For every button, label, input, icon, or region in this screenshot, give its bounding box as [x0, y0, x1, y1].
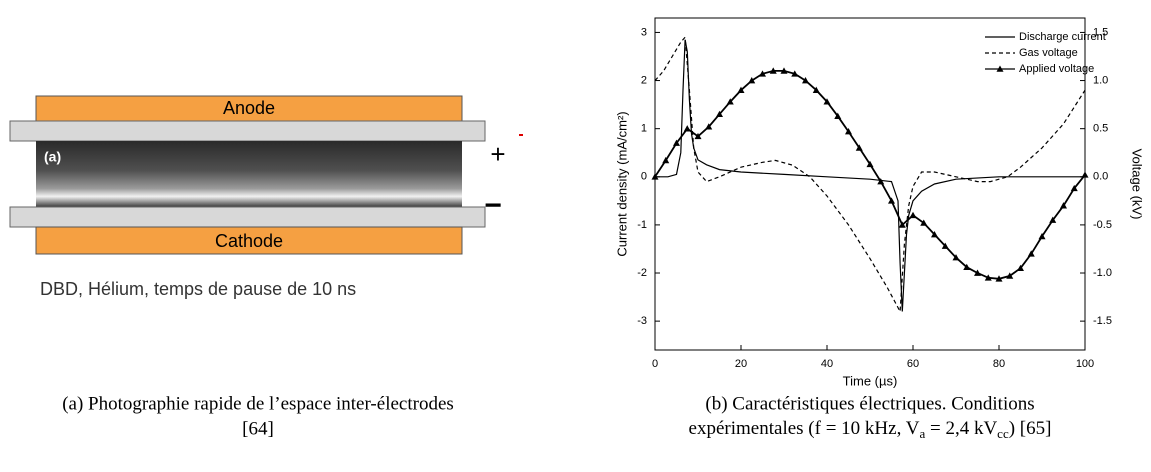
- anode-plate: [35, 95, 463, 122]
- caption-b: expérimentales (f = 10 kHz, Va = 2,4 kVc…: [689, 418, 1052, 441]
- plus-sign: +: [490, 139, 505, 169]
- data-point: [941, 242, 949, 249]
- series-line: [654, 70, 1086, 280]
- legend-label: Discharge current: [1019, 31, 1106, 43]
- y2-tick-label: -0.5: [1093, 219, 1112, 231]
- data-point: [888, 197, 895, 204]
- x-tick-label: 40: [821, 358, 833, 370]
- data-point: [662, 156, 670, 164]
- dielectric-bottom: [9, 206, 486, 228]
- data-point: [705, 123, 713, 130]
- cathode-label: Cathode: [215, 231, 283, 251]
- figure-a-description: DBD, Hélium, temps de pause de 10 ns: [40, 279, 356, 299]
- data-point: [802, 77, 809, 84]
- data-point: [683, 125, 691, 132]
- y2-tick-label: -1.0: [1093, 267, 1112, 279]
- data-point: [769, 67, 777, 74]
- caption-b: (b) Caractéristiques électriques. Condit…: [705, 393, 1034, 414]
- data-point: [1049, 216, 1057, 223]
- x-tick-label: 100: [1076, 358, 1094, 370]
- data-point: [974, 269, 981, 276]
- y2-tick-label: -1.5: [1093, 315, 1112, 327]
- series-line: [654, 35, 1086, 314]
- x-tick-label: 0: [652, 358, 658, 370]
- data-point: [651, 173, 659, 180]
- data-point: [845, 128, 852, 135]
- legend-label: Gas voltage: [1019, 47, 1078, 59]
- data-point: [1070, 184, 1078, 192]
- data-point: [694, 132, 702, 140]
- data-point: [1027, 250, 1035, 257]
- data-point: [780, 67, 788, 74]
- x-tick-label: 20: [735, 358, 747, 370]
- data-point: [791, 70, 799, 77]
- data-point: [995, 275, 1003, 282]
- series-line: [655, 39, 1085, 312]
- anode-label: Anode: [223, 98, 275, 118]
- data-point: [855, 144, 863, 151]
- photo-label: (a): [44, 149, 61, 165]
- legend-marker: [996, 65, 1004, 72]
- data-point: [866, 160, 874, 168]
- data-point: [1017, 264, 1024, 272]
- y2-tick-label: 1.0: [1093, 74, 1108, 86]
- data-point: [898, 221, 906, 228]
- data-point: [716, 110, 723, 118]
- y-tick-label: 2: [641, 74, 647, 86]
- dielectric-top: [9, 120, 486, 142]
- caption-subscript: a: [919, 426, 925, 441]
- y2-tick-label: 0.5: [1093, 123, 1108, 135]
- plot-frame: [654, 17, 1086, 351]
- caption-a: (a) Photographie rapide de l’espace inte…: [62, 393, 454, 414]
- data-point: [823, 98, 831, 105]
- y-tick-label: 0: [641, 171, 647, 183]
- caption-text: expérimentales (f = 10 kHz, V: [689, 418, 920, 439]
- y-tick-label: -1: [637, 219, 647, 231]
- y2-axis-title: Voltage (kV): [1130, 149, 1145, 220]
- data-point: [963, 263, 971, 271]
- data-point: [1038, 232, 1046, 240]
- caption-text: = 2,4 kV: [925, 418, 997, 439]
- data-point: [920, 219, 928, 226]
- data-point: [1006, 272, 1014, 279]
- discharge-photo: [36, 141, 462, 207]
- data-point: [877, 178, 885, 185]
- y-tick-label: -3: [637, 315, 647, 327]
- minus-sign: −: [484, 189, 502, 222]
- y-tick-label: -2: [637, 267, 647, 279]
- caption-a: [64]: [242, 418, 274, 439]
- x-tick-label: 60: [907, 358, 919, 370]
- data-point: [1060, 202, 1067, 209]
- data-point: [984, 274, 992, 281]
- data-point: [909, 211, 917, 219]
- data-point: [1081, 171, 1089, 178]
- y2-tick-label: 0.0: [1093, 171, 1108, 183]
- data-point: [748, 77, 756, 84]
- legend-label: Applied voltage: [1019, 63, 1094, 75]
- cathode-plate: [35, 226, 463, 255]
- caption-subscript: cc: [997, 426, 1009, 441]
- y-tick-label: 3: [641, 26, 647, 38]
- data-point: [759, 70, 766, 77]
- y-axis-title: Current density (mA/cm²): [614, 111, 629, 256]
- data-point: [673, 139, 680, 146]
- y-tick-label: 1: [641, 123, 647, 135]
- data-point: [812, 86, 820, 93]
- data-point: [952, 254, 960, 261]
- y2-tick-label: 1.5: [1093, 26, 1108, 38]
- data-point: [737, 86, 745, 93]
- data-point: [726, 98, 734, 105]
- x-tick-label: 80: [993, 358, 1005, 370]
- data-point: [931, 231, 938, 238]
- caption-text: ) [65]: [1009, 418, 1052, 439]
- data-point: [834, 112, 842, 119]
- x-axis-title: Time (µs): [843, 373, 898, 388]
